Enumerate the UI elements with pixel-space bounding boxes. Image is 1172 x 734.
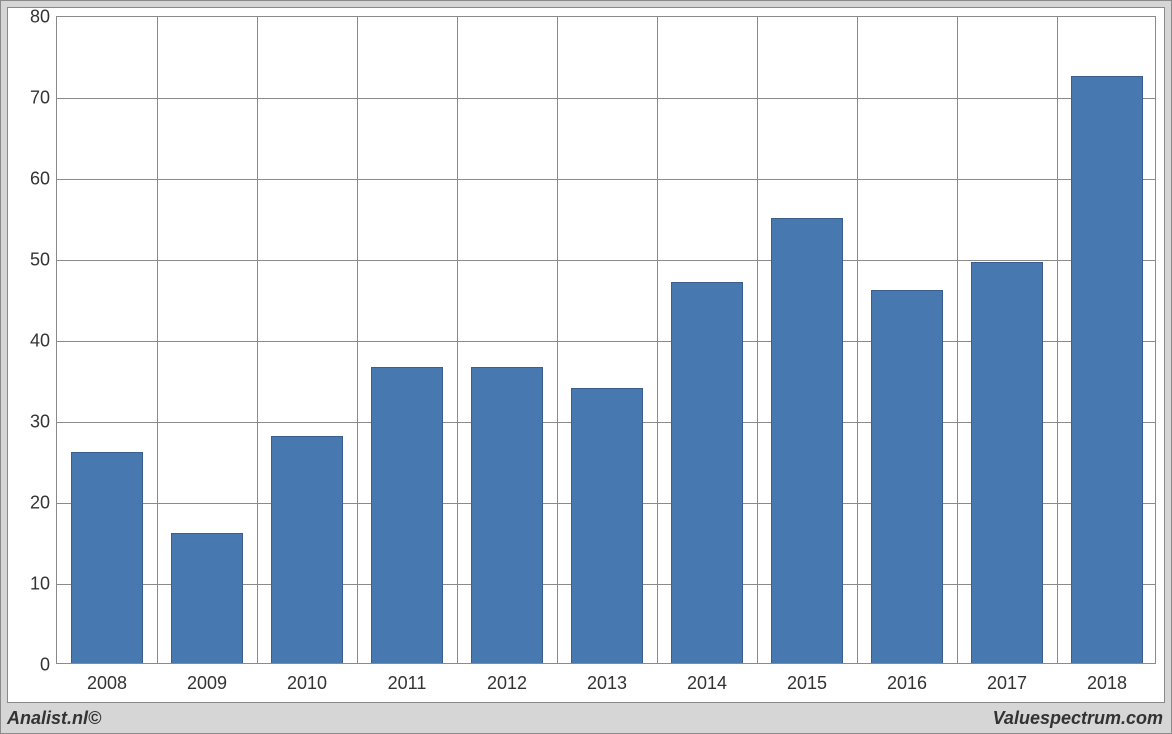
chart-frame: 0 10 20 30 40 50 60 70 80 2008 2009 2010 2011 2012 20… bbox=[0, 0, 1172, 734]
gridline-v bbox=[257, 17, 258, 663]
bar bbox=[1071, 76, 1143, 663]
gridline-v bbox=[157, 17, 158, 663]
gridline-v bbox=[657, 17, 658, 663]
x-tick-label: 2015 bbox=[787, 673, 827, 694]
gridline-v bbox=[457, 17, 458, 663]
bar bbox=[771, 218, 843, 664]
y-tick-label: 60 bbox=[10, 169, 50, 190]
bar bbox=[971, 262, 1043, 663]
bar bbox=[171, 533, 243, 663]
gridline-v bbox=[1057, 17, 1058, 663]
footer-left-credit: Analist.nl© bbox=[7, 708, 101, 729]
bar bbox=[71, 452, 143, 663]
bar bbox=[471, 367, 543, 663]
gridline-v bbox=[857, 17, 858, 663]
footer-right-credit: Valuespectrum.com bbox=[993, 708, 1163, 729]
gridline-h bbox=[57, 179, 1155, 180]
x-tick-label: 2013 bbox=[587, 673, 627, 694]
x-tick-label: 2011 bbox=[388, 673, 427, 694]
bar bbox=[671, 282, 743, 663]
gridline-v bbox=[357, 17, 358, 663]
y-tick-label: 10 bbox=[10, 574, 50, 595]
gridline-h bbox=[57, 98, 1155, 99]
y-tick-label: 80 bbox=[10, 7, 50, 28]
x-tick-label: 2014 bbox=[687, 673, 727, 694]
bar bbox=[371, 367, 443, 663]
y-tick-label: 30 bbox=[10, 412, 50, 433]
x-tick-label: 2010 bbox=[287, 673, 327, 694]
y-tick-label: 20 bbox=[10, 493, 50, 514]
gridline-v bbox=[757, 17, 758, 663]
bar bbox=[271, 436, 343, 663]
gridline-h bbox=[57, 260, 1155, 261]
x-tick-label: 2017 bbox=[987, 673, 1027, 694]
y-tick-label: 40 bbox=[10, 331, 50, 352]
bar bbox=[871, 290, 943, 663]
x-tick-label: 2012 bbox=[487, 673, 527, 694]
y-tick-label: 0 bbox=[10, 655, 50, 676]
x-tick-label: 2008 bbox=[87, 673, 127, 694]
y-tick-label: 50 bbox=[10, 250, 50, 271]
plot-area bbox=[56, 16, 1156, 664]
x-tick-label: 2009 bbox=[187, 673, 227, 694]
gridline-v bbox=[557, 17, 558, 663]
gridline-v bbox=[957, 17, 958, 663]
x-tick-label: 2018 bbox=[1087, 673, 1127, 694]
bar bbox=[571, 388, 643, 663]
x-tick-label: 2016 bbox=[887, 673, 927, 694]
plot-outer: 0 10 20 30 40 50 60 70 80 2008 2009 2010 2011 2012 20… bbox=[7, 7, 1165, 703]
y-tick-label: 70 bbox=[10, 88, 50, 109]
